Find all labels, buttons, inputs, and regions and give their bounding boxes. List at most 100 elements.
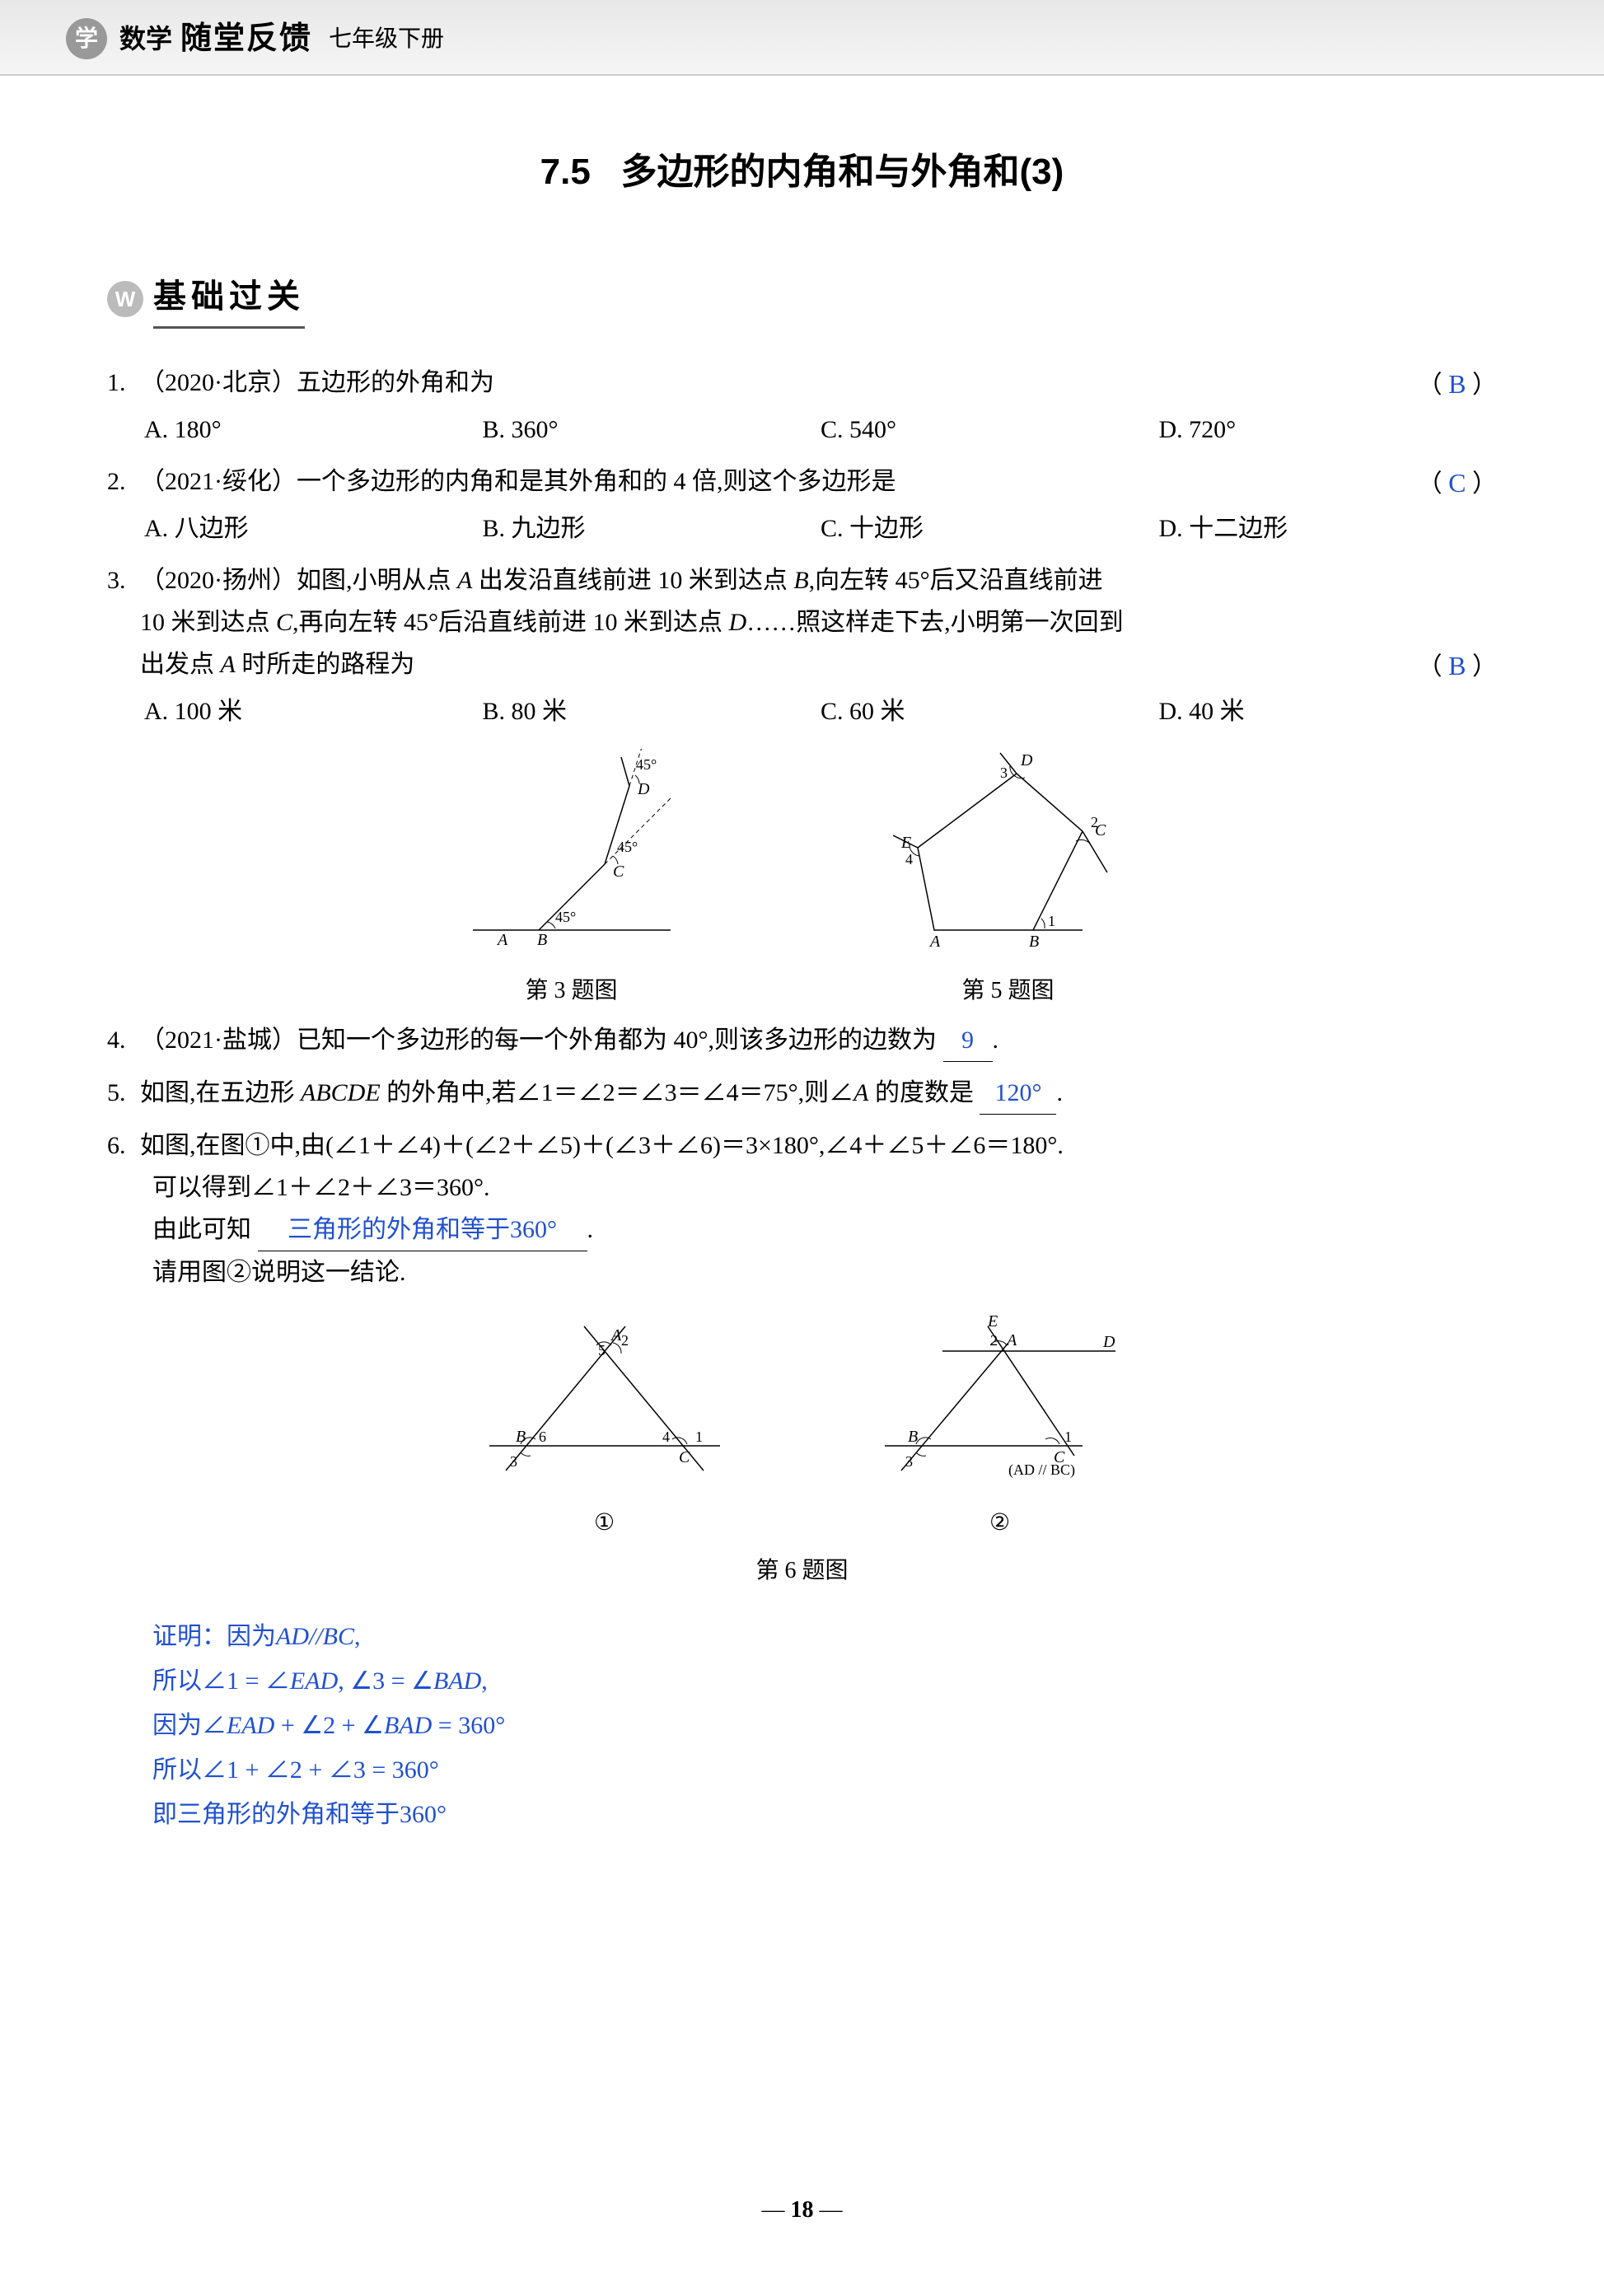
q4-period: . <box>993 1026 999 1054</box>
question-4: 4. （2021·盐城）已知一个多边形的每一个外角都为 40°,则该多边形的边数… <box>107 1019 1497 1062</box>
q3-text-pre: 如图,小明从点 <box>297 567 457 594</box>
q3-text-mid1: 出发沿直线前进 10 米到达点 <box>472 567 793 594</box>
q3-line3-pre: 出发点 <box>140 651 221 678</box>
q3-line2-pre: 10 米到达点 <box>140 609 276 636</box>
q2-opt-c: C. 十边形 <box>821 507 1159 549</box>
svg-text:A: A <box>928 933 941 951</box>
page-header: 学 数学 随堂反馈 七年级下册 <box>0 0 1604 76</box>
q4-source: （2021·盐城） <box>140 1026 297 1054</box>
page-number: 18 <box>791 2197 814 2223</box>
svg-text:3: 3 <box>510 1453 517 1470</box>
svg-text:C: C <box>613 863 624 881</box>
q3-answer: B <box>1448 651 1466 680</box>
q3-opt-d: D. 40 米 <box>1159 690 1498 732</box>
svg-text:C: C <box>679 1448 690 1466</box>
svg-text:D: D <box>1020 751 1033 769</box>
q3-line2-mid1: ,再向左转 45°后沿直线前进 10 米到达点 <box>292 609 729 636</box>
q1-opt-b: B. 360° <box>483 409 821 451</box>
q2-opt-a: A. 八边形 <box>144 507 483 549</box>
svg-text:6: 6 <box>539 1429 546 1445</box>
proof-line-3: 因为∠EAD + ∠2 + ∠BAD = 360° <box>152 1704 1497 1748</box>
q3-var-c: C <box>276 609 292 636</box>
q3-source: （2020·扬州） <box>140 567 297 594</box>
svg-text:B: B <box>516 1428 526 1446</box>
svg-text:2: 2 <box>990 1332 998 1349</box>
q1-num: 1. <box>107 362 140 404</box>
svg-text:A: A <box>610 1326 622 1344</box>
svg-text:A: A <box>496 931 508 949</box>
svg-text:4: 4 <box>905 851 913 867</box>
q1-source: （2020·北京） <box>140 369 297 396</box>
svg-text:3: 3 <box>1000 765 1008 781</box>
q1-opt-d: D. 720° <box>1159 409 1498 451</box>
q1-answer-bracket: （ B ） <box>1418 362 1497 406</box>
svg-text:45°: 45° <box>636 756 657 773</box>
proof-line-1: 证明：因为AD//BC, <box>152 1615 1497 1659</box>
figure-6a-svg: A B C 1 2 3 4 5 6 <box>465 1314 745 1487</box>
q5-var-a: A <box>853 1079 868 1106</box>
figure-5-svg: A B C D E 1 2 3 4 <box>868 749 1148 955</box>
question-5: 5. 如图,在五边形 ABCDE 的外角中,若∠1＝∠2＝∠3＝∠4＝75°,则… <box>107 1072 1497 1115</box>
q6-line3-period: . <box>587 1216 594 1243</box>
q2-text: 一个多边形的内角和是其外角和的 4 倍,则这个多边形是 <box>297 468 896 495</box>
q1-answer: B <box>1448 369 1466 399</box>
svg-text:(AD // BC): (AD // BC) <box>1008 1461 1075 1479</box>
question-1: 1. （2020·北京）五边形的外角和为 （ B ） A. 180° B. 36… <box>107 362 1497 451</box>
svg-text:2: 2 <box>1091 814 1098 830</box>
svg-text:5: 5 <box>598 1342 606 1358</box>
q3-num: 3. <box>107 559 140 601</box>
q4-text: 已知一个多边形的每一个外角都为 40°,则该多边形的边数为 <box>297 1026 937 1054</box>
question-6: 6. 如图,在图①中,由(∠1＋∠4)＋(∠2＋∠5)＋(∠3＋∠6)＝3×18… <box>107 1125 1497 1293</box>
figure-6b: A B C D E 1 2 3 (AD // BC) ② <box>860 1314 1140 1543</box>
svg-text:D: D <box>637 780 650 798</box>
figure-5-caption: 第 5 题图 <box>868 971 1148 1011</box>
q2-answer-bracket: （ C ） <box>1418 461 1497 505</box>
svg-text:E: E <box>900 834 911 852</box>
q6-num: 6. <box>107 1125 140 1167</box>
q6-line4: 请用图②说明这一结论. <box>107 1251 1497 1293</box>
q3-opt-a: A. 100 米 <box>144 690 483 732</box>
figure-3-caption: 第 3 题图 <box>456 971 687 1011</box>
proof-line-4: 所以∠1 + ∠2 + ∠3 = 360° <box>152 1748 1497 1793</box>
q5-var-poly: ABCDE <box>301 1079 381 1106</box>
figure-6a-caption: ① <box>465 1503 745 1543</box>
q1-text: 五边形的外角和为 <box>297 369 494 396</box>
svg-text:3: 3 <box>905 1453 913 1470</box>
figure-3: A B C D 45° 45° 45° 第 3 题图 <box>456 749 687 1011</box>
svg-text:E: E <box>987 1314 998 1330</box>
q6-line3-pre: 由此可知 <box>152 1216 251 1243</box>
header-book-title: 随堂反馈 <box>180 12 312 66</box>
svg-text:45°: 45° <box>555 909 576 925</box>
main-content: 7.5 多边形的内角和与外角和(3) W 基础过关 1. （2020·北京）五边… <box>0 76 1604 1879</box>
svg-text:A: A <box>1005 1331 1017 1349</box>
q3-answer-bracket: （ B ） <box>1418 643 1497 688</box>
proof-line-5: 即三角形的外角和等于360° <box>152 1793 1497 1837</box>
proof-line-2: 所以∠1 = ∠EAD, ∠3 = ∠BAD, <box>152 1659 1497 1704</box>
q3-options: A. 100 米 B. 80 米 C. 60 米 D. 40 米 <box>107 690 1497 732</box>
section-title: 基础过关 <box>153 269 305 329</box>
q5-num: 5. <box>107 1072 140 1115</box>
q1-opt-a: A. 180° <box>144 409 483 451</box>
figure-5: A B C D E 1 2 3 4 第 5 题图 <box>868 749 1148 1011</box>
svg-text:1: 1 <box>1048 913 1055 929</box>
q5-text-mid: 的外角中,若∠1＝∠2＝∠3＝∠4＝75°,则∠ <box>381 1079 854 1106</box>
q3-var-d: D <box>729 609 747 636</box>
svg-text:B: B <box>1029 933 1039 951</box>
q6-line2: 可以得到∠1＋∠2＋∠3＝360°. <box>107 1167 1497 1209</box>
q3-text-mid2: ,向左转 45°后又沿直线前进 <box>809 567 1103 594</box>
q2-source: （2021·绥化） <box>140 468 297 495</box>
q3-opt-b: B. 80 米 <box>483 690 821 732</box>
chapter-text: 多边形的内角和与外角和(3) <box>621 152 1064 192</box>
q3-var-a: A <box>457 567 472 594</box>
figures-row-3-5: A B C D 45° 45° 45° 第 3 题图 A <box>107 749 1497 1011</box>
section-badge: W <box>107 281 143 317</box>
q2-answer: C <box>1448 468 1466 498</box>
svg-text:2: 2 <box>621 1332 629 1349</box>
svg-text:D: D <box>1102 1333 1115 1351</box>
header-grade: 七年级下册 <box>329 20 444 59</box>
svg-text:4: 4 <box>662 1429 670 1445</box>
proof-block: 证明：因为AD//BC, 所以∠1 = ∠EAD, ∠3 = ∠BAD, 因为∠… <box>107 1615 1497 1837</box>
q2-options: A. 八边形 B. 九边形 C. 十边形 D. 十二边形 <box>107 507 1497 549</box>
q5-text-pre: 如图,在五边形 <box>140 1079 301 1106</box>
q2-num: 2. <box>107 461 140 503</box>
